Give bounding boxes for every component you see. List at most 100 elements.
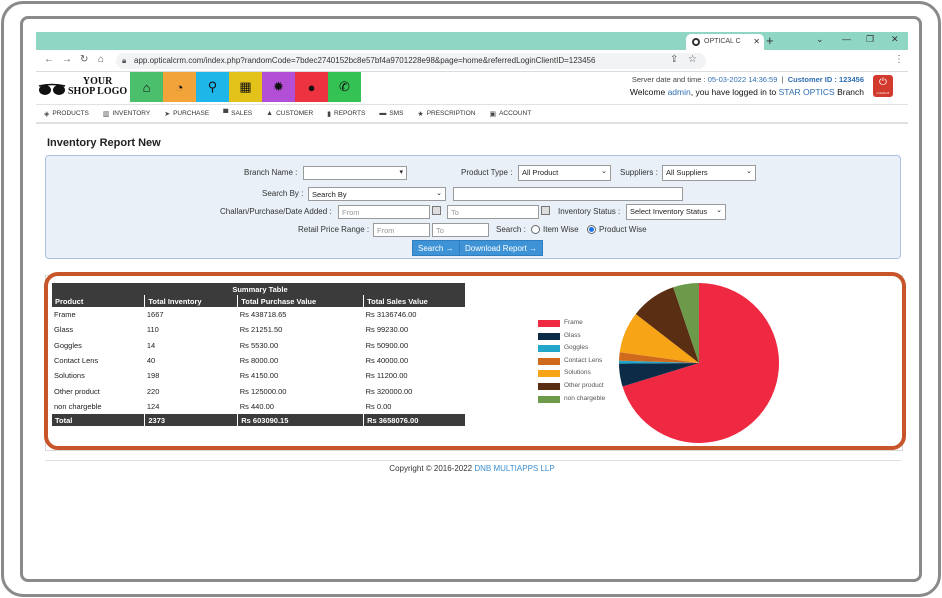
search-by-select[interactable]: Search By ⌄ <box>308 187 446 201</box>
home-tile[interactable]: ⌂ <box>130 72 163 102</box>
inventory-status-select[interactable]: Select Inventory Status ⌄ <box>626 204 726 220</box>
share-icon[interactable]: ⇪ <box>670 54 679 65</box>
menu-label: PURCHASE <box>173 110 210 117</box>
cell: Rs 0.00 <box>365 401 392 411</box>
col-product: Product <box>52 295 146 307</box>
search-button[interactable]: Search → <box>412 240 460 256</box>
welcome-prefix: Welcome <box>629 87 666 97</box>
cell: Rs 125000.00 <box>239 386 287 396</box>
highlight-annotation <box>44 272 906 450</box>
menu-reports[interactable]: ▮ REPORTS <box>327 110 365 118</box>
chevron-down-icon[interactable]: ⌄ <box>816 34 824 44</box>
cell: Rs 3658076.00 <box>363 414 466 427</box>
suppliers-value: All Suppliers <box>666 168 708 177</box>
legend-label: Other product <box>564 382 604 389</box>
browser-menu-icon[interactable]: ⋮ <box>894 54 904 65</box>
legend-item[interactable]: Contact Lens <box>538 356 648 368</box>
date-from-input[interactable]: From <box>338 205 430 219</box>
legend-item[interactable]: Solutions <box>538 368 648 380</box>
pie-slice-frame[interactable] <box>622 283 779 443</box>
pie-slice-goggles[interactable] <box>619 360 699 364</box>
shop-logo[interactable]: YOUR SHOP LOGO <box>38 75 130 101</box>
item-wise-radio[interactable] <box>531 225 540 234</box>
date-to-input[interactable]: To <box>447 205 539 219</box>
tab-strip: OPTICAL C ✕ + ⌄ — ❐ ✕ <box>36 32 908 50</box>
search-tile[interactable]: ⚲ <box>196 72 229 102</box>
pie-slice-non-chargeble[interactable] <box>673 283 699 363</box>
menu-sms[interactable]: ▬ SMS <box>379 110 403 117</box>
maximize-icon[interactable]: ❐ <box>866 34 875 44</box>
pie-slice-contact-lens[interactable] <box>619 352 699 363</box>
menu-products[interactable]: ◈ PRODUCTS <box>44 110 89 118</box>
search-icon: ⚲ <box>207 79 218 94</box>
price-to-input[interactable]: To <box>432 223 489 237</box>
pie-slice-other-product[interactable] <box>635 287 699 363</box>
menu-sales[interactable]: ▀ SALES <box>223 110 252 117</box>
browser-tab[interactable]: OPTICAL C ✕ <box>686 34 764 50</box>
url-field[interactable]: 🔒︎ app.opticalcrm.com/index.php?randomCo… <box>116 53 706 69</box>
legend-item[interactable]: Frame <box>538 318 648 330</box>
menu-inventory[interactable]: ▥ INVENTORY <box>103 110 150 118</box>
cell: 40 <box>146 356 156 366</box>
quick-tiles: ⌂ ◔ ⚲ ▦ ✹ ● ✆ <box>130 72 361 102</box>
item-wise-label: Item Wise <box>543 225 579 234</box>
menu-customer[interactable]: ▲ CUSTOMER <box>266 110 313 117</box>
table-row: Other product 220 Rs 125000.00 Rs 320000.00 <box>52 383 466 398</box>
logout-button[interactable]: ⏻ LOGOUT <box>873 75 893 97</box>
whatsapp-tile[interactable]: ✆ <box>328 72 361 102</box>
menu-purchase[interactable]: ➤ PURCHASE <box>164 110 209 118</box>
menu-label: CUSTOMER <box>276 110 314 117</box>
price-from-input[interactable]: From <box>373 223 430 237</box>
new-tab-icon[interactable]: + <box>766 33 774 48</box>
home-icon: ⌂ <box>142 79 151 95</box>
search-mode-label: Search : <box>496 225 526 234</box>
legend-label: Frame <box>564 319 583 326</box>
settings-tile[interactable]: ✹ <box>262 72 295 102</box>
cell: Frame <box>54 310 76 320</box>
footer-company-link[interactable]: DNB MULTIAPPS LLP <box>474 464 555 473</box>
close-window-icon[interactable]: ✕ <box>891 34 899 44</box>
legend-item[interactable]: Goggles <box>538 343 648 355</box>
cell: 2373 <box>144 414 239 427</box>
calendar-icon[interactable] <box>432 206 441 215</box>
customer-id-label: Customer ID : <box>787 75 837 84</box>
total-row: Total 2373 Rs 603090.15 Rs 3658076.00 <box>52 414 466 427</box>
chevron-down-icon: ▾ <box>399 169 403 176</box>
pie-slice-glass[interactable] <box>619 363 699 387</box>
cell: Rs 8000.00 <box>239 356 279 366</box>
home-browser-icon[interactable]: ⌂ <box>98 54 105 65</box>
search-text-input[interactable] <box>453 187 683 201</box>
product-wise-radio[interactable] <box>587 225 596 234</box>
bookmark-star-icon[interactable]: ☆ <box>688 54 697 65</box>
legend-label: non chargeble <box>564 394 606 402</box>
pie-slice-solutions[interactable] <box>619 313 699 363</box>
cell: Rs 438718.65 <box>239 310 287 320</box>
menu-prescription[interactable]: ★ PRESCRIPTION <box>417 110 475 118</box>
cell: Glass <box>54 325 74 335</box>
menu-account[interactable]: ▣ ACCOUNT <box>489 110 531 118</box>
legend-item[interactable]: Other product <box>538 381 648 393</box>
calendar-icon[interactable] <box>541 206 550 215</box>
date-label: Challan/Purchase/Date Added : <box>220 207 332 216</box>
menu-label: SALES <box>231 110 253 117</box>
product-type-select[interactable]: All Product ⌄ <box>518 165 611 181</box>
dashboard-tile[interactable]: ◔ <box>163 72 196 102</box>
reload-icon[interactable]: ↻ <box>80 54 89 65</box>
forward-icon[interactable]: → <box>62 54 72 65</box>
user-tile[interactable]: ● <box>295 72 328 102</box>
welcome-suffix: Branch <box>837 87 864 97</box>
legend-item[interactable]: Glass <box>538 331 648 343</box>
branch-select[interactable]: ▾ <box>303 166 407 180</box>
tab-favicon-icon <box>692 38 700 46</box>
suppliers-select[interactable]: All Suppliers ⌄ <box>662 165 756 181</box>
legend-item[interactable]: non chargeble <box>538 394 648 406</box>
grid-tile[interactable]: ▦ <box>229 72 262 102</box>
cell: Rs 440.00 <box>239 401 274 411</box>
minimize-icon[interactable]: — <box>842 34 851 44</box>
download-report-button[interactable]: Download Report → <box>459 240 544 256</box>
cell: Rs 21251.50 <box>239 325 283 335</box>
menu-label: REPORTS <box>334 110 366 117</box>
welcome-user[interactable]: admin <box>667 87 691 97</box>
close-tab-icon[interactable]: ✕ <box>753 37 760 46</box>
back-icon[interactable]: ← <box>44 54 54 65</box>
